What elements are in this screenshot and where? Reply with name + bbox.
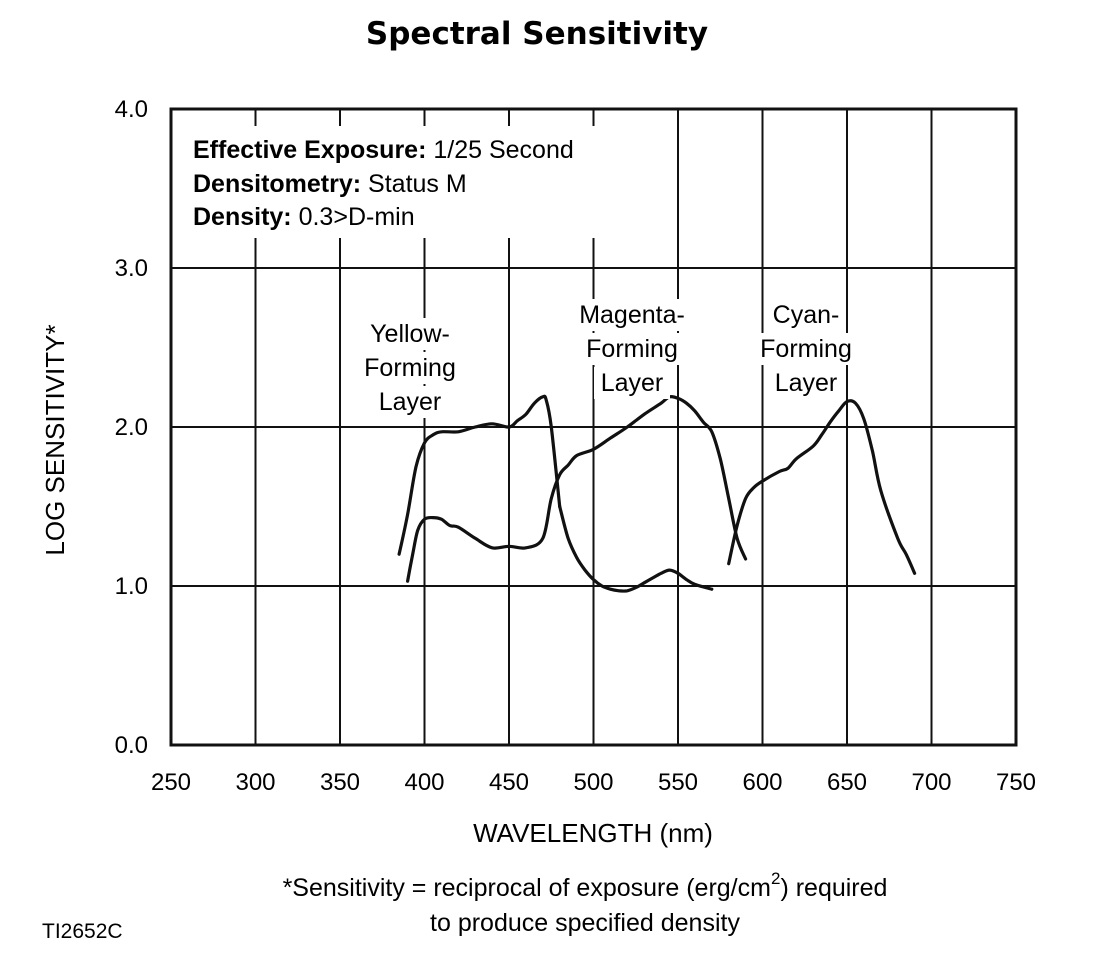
yellow-label-background: [358, 352, 462, 384]
cyan-layer-label-line-1: Cyan-: [773, 301, 840, 329]
tick-labels: 250 300 350 400 450 500 550 600 650 700 750 0.0 1.0 2…: [115, 96, 1036, 796]
x-tick-label-450: 450: [489, 769, 529, 796]
yellow-label-background: [372, 386, 448, 418]
cyan-layer-label-line-3: Layer: [775, 369, 838, 397]
cyan-label-background: [768, 367, 844, 399]
info-density-value: 0.3>D-min: [292, 203, 415, 231]
y-tick-label-3.0: 3.0: [115, 255, 148, 282]
x-tick-label-500: 500: [573, 769, 613, 796]
x-tick-label-650: 650: [827, 769, 867, 796]
chart-title: Spectral Sensitivity: [366, 16, 708, 52]
footnote-superscript: 2: [771, 869, 780, 888]
figure-code: TI2652C: [42, 920, 123, 943]
y-axis-label: LOG SENSITIVITY*: [40, 324, 70, 555]
x-tick-label-300: 300: [235, 769, 275, 796]
x-tick-label-600: 600: [742, 769, 782, 796]
info-density-label: Density:: [193, 203, 292, 231]
y-tick-label-4.0: 4.0: [115, 96, 148, 123]
info-line-exposure: Effective Exposure: 1/25 Second: [193, 136, 574, 164]
yellow-layer-label-line-2: Forming: [364, 354, 456, 382]
yellow-layer-label-line-3: Layer: [379, 388, 442, 416]
x-tick-label-750: 750: [996, 769, 1036, 796]
yellow-label-background: [358, 318, 462, 350]
x-tick-label-400: 400: [404, 769, 444, 796]
x-tick-label-350: 350: [320, 769, 360, 796]
x-tick-label-700: 700: [911, 769, 951, 796]
y-tick-label-0.0: 0.0: [115, 732, 148, 759]
footnote-line-2: to produce specified density: [430, 909, 740, 937]
info-line-density: Density: 0.3>D-min: [193, 203, 415, 231]
cyan-forming-layer-curve: [727, 399, 917, 575]
info-exposure-value: 1/25 Second: [426, 136, 573, 164]
footnote-text: *Sensitivity = reciprocal of exposure (e…: [283, 874, 771, 902]
magenta-layer-label-line-3: Layer: [601, 369, 664, 397]
y-tick-label-1.0: 1.0: [115, 573, 148, 600]
footnote-text-end: ) required: [780, 874, 887, 902]
info-line-densitometry: Densitometry: Status M: [193, 170, 467, 198]
info-box-background: [185, 126, 645, 238]
cyan-label-background: [768, 299, 844, 331]
yellow-layer-label-line-1: Yellow-: [370, 320, 450, 348]
yellow-forming-layer-curve: [397, 394, 562, 556]
cyan-label-background: [754, 333, 858, 365]
magenta-label-background: [573, 299, 691, 331]
magenta-label-background: [594, 367, 670, 399]
footnote-line-1: *Sensitivity = reciprocal of exposure (e…: [283, 869, 888, 902]
magenta-layer-label-line-1: Magenta-: [579, 301, 685, 329]
series-labels: Yellow- Forming Layer Magenta- Forming Layer C…: [358, 299, 858, 418]
magenta-label-background: [580, 333, 684, 365]
cyan-layer-label-line-2: Forming: [760, 335, 852, 363]
x-tick-label-250: 250: [151, 769, 191, 796]
info-exposure-label: Effective Exposure:: [193, 136, 426, 164]
curves: [397, 394, 917, 593]
info-densitometry-label: Densitometry:: [193, 170, 361, 198]
y-tick-label-2.0: 2.0: [115, 414, 148, 441]
x-tick-label-550: 550: [658, 769, 698, 796]
yellow-forming-layer-curve-tail: [558, 504, 714, 593]
info-densitometry-value: Status M: [361, 170, 467, 198]
plot-frame: [169, 107, 1018, 747]
x-axis-label: WAVELENGTH (nm): [473, 818, 713, 848]
magenta-layer-label-line-2: Forming: [586, 335, 678, 363]
magenta-forming-layer-curve: [406, 394, 748, 583]
